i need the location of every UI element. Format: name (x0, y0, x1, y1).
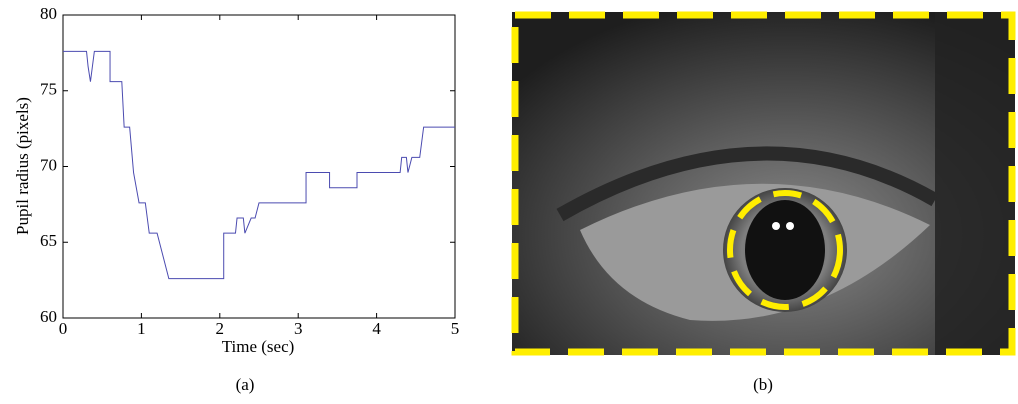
x-tick-label: 0 (59, 319, 68, 338)
caption: (b) (753, 375, 773, 394)
figure: (a) (b) Time (sec) Pupil radius (pixels)… (0, 0, 1018, 404)
caption: (a) (236, 375, 255, 394)
y-axis-label: Pupil radius (pixels) (13, 97, 32, 235)
eye-photo (512, 12, 1015, 355)
x-tick-label: 4 (372, 319, 381, 338)
y-tick-label: 60 (40, 307, 57, 326)
x-tick-label: 2 (216, 319, 225, 338)
y-tick-label: 65 (40, 231, 57, 250)
x-tick-label: 5 (451, 319, 460, 338)
data-line (63, 51, 455, 278)
y-tick-label: 70 (40, 155, 57, 174)
x-tick-label: 1 (137, 319, 146, 338)
plot-frame (63, 15, 455, 318)
y-tick-label: 80 (40, 4, 57, 23)
x-axis-label: Time (sec) (222, 337, 295, 356)
y-tick-label: 75 (40, 80, 57, 99)
x-tick-label: 3 (294, 319, 303, 338)
